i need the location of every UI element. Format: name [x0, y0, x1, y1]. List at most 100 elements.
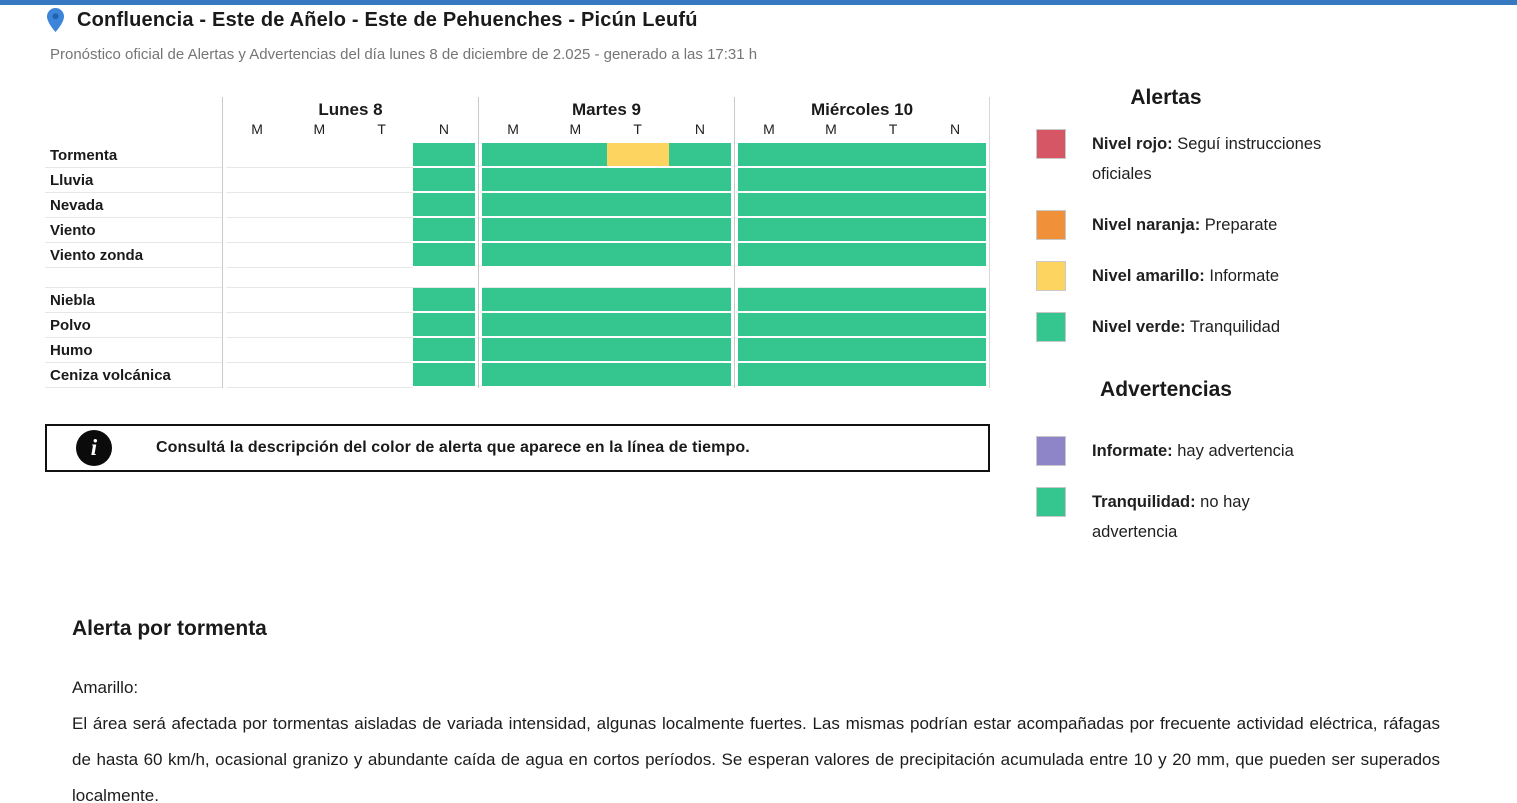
timeline-cell-green[interactable] [738, 168, 800, 191]
timeline-cell-green[interactable] [606, 363, 669, 386]
timeline-cell-green[interactable] [668, 338, 731, 361]
timeline-cell-green[interactable] [924, 168, 986, 191]
timeline-cell-green[interactable] [800, 288, 862, 311]
legend-color-swatch [1036, 436, 1066, 466]
timeline-cell-green[interactable] [544, 193, 607, 216]
timeline-cell-green[interactable] [606, 313, 669, 336]
timeline-cell-green[interactable] [606, 218, 669, 241]
timeline-cell-green[interactable] [738, 288, 800, 311]
timeline-cell-green[interactable] [412, 288, 475, 311]
timeline-cell-green[interactable] [606, 168, 669, 191]
timeline-cell-green[interactable] [738, 338, 800, 361]
timeline-cell-green[interactable] [482, 363, 545, 386]
timeline-row [738, 143, 986, 168]
timeline-cell-green[interactable] [412, 313, 475, 336]
timeline-cell-green[interactable] [482, 168, 545, 191]
timeline-cell-green[interactable] [924, 193, 986, 216]
timeline-cell-green[interactable] [924, 218, 986, 241]
timeline-cell-green[interactable] [800, 193, 862, 216]
timeline-cell-green[interactable] [862, 193, 924, 216]
timeline-cell-green[interactable] [482, 143, 545, 166]
timeline-cell-green[interactable] [606, 288, 669, 311]
timeline-cell-green[interactable] [668, 218, 731, 241]
page-title: Confluencia - Este de Añelo - Este de Pe… [77, 8, 698, 31]
period-label: N [694, 121, 705, 137]
period-label: M [507, 121, 519, 137]
timeline-cell-green[interactable] [924, 243, 986, 266]
timeline-row [482, 143, 731, 168]
timeline-cell-green[interactable] [412, 363, 475, 386]
timeline-cell-yellow[interactable] [606, 143, 669, 166]
timeline-cell-green[interactable] [544, 243, 607, 266]
timeline-cell-green[interactable] [738, 363, 800, 386]
timeline-cell-green[interactable] [482, 218, 545, 241]
timeline-cell-green[interactable] [738, 218, 800, 241]
timeline-cell-green[interactable] [924, 338, 986, 361]
timeline-cell-green[interactable] [606, 243, 669, 266]
timeline-cell-green[interactable] [606, 193, 669, 216]
timeline-cell-green[interactable] [668, 143, 731, 166]
timeline-cell-green[interactable] [668, 363, 731, 386]
row-label: Tormenta [45, 143, 222, 168]
timeline-cell-green[interactable] [544, 313, 607, 336]
timeline-cell-green[interactable] [544, 143, 607, 166]
timeline-cell-green[interactable] [924, 313, 986, 336]
timeline-cell-green[interactable] [862, 338, 924, 361]
timeline-cell-green[interactable] [800, 143, 862, 166]
alert-description: El área será afectada por tormentas aisl… [72, 714, 1440, 803]
timeline-cell-green[interactable] [800, 243, 862, 266]
timeline-cell-green[interactable] [412, 193, 475, 216]
timeline-day-header: Martes 9 M M T N [482, 97, 731, 143]
timeline-cell-green[interactable] [800, 313, 862, 336]
timeline-cell-green[interactable] [544, 168, 607, 191]
timeline-cell-green[interactable] [482, 338, 545, 361]
timeline-cell-green[interactable] [800, 168, 862, 191]
timeline-cell-green[interactable] [862, 288, 924, 311]
timeline-row [482, 363, 731, 388]
timeline-cell-empty [288, 218, 351, 243]
timeline-cell-green[interactable] [668, 193, 731, 216]
timeline-cell-green[interactable] [800, 338, 862, 361]
timeline-cell-green[interactable] [482, 243, 545, 266]
timeline-cell-green[interactable] [544, 288, 607, 311]
timeline-cell-green[interactable] [738, 243, 800, 266]
timeline-cell-green[interactable] [606, 338, 669, 361]
timeline-cell-green[interactable] [482, 288, 545, 311]
timeline-cell-green[interactable] [862, 313, 924, 336]
timeline-cell-green[interactable] [412, 143, 475, 166]
timeline-cell-green[interactable] [862, 243, 924, 266]
timeline-cell-green[interactable] [544, 338, 607, 361]
timeline-cell-green[interactable] [482, 313, 545, 336]
timeline-row [482, 193, 731, 218]
timeline-cell-empty [226, 168, 289, 193]
timeline-cell-green[interactable] [668, 288, 731, 311]
timeline-cell-green[interactable] [412, 168, 475, 191]
period-label: M [569, 121, 582, 137]
timeline-cell-green[interactable] [862, 218, 924, 241]
timeline-cell-green[interactable] [544, 363, 607, 386]
timeline-cell-green[interactable] [862, 143, 924, 166]
timeline-cell-green[interactable] [800, 363, 862, 386]
timeline-group-gap [45, 268, 222, 288]
timeline-cell-green[interactable] [668, 168, 731, 191]
timeline-cell-green[interactable] [924, 143, 986, 166]
timeline-cell-green[interactable] [668, 313, 731, 336]
timeline-cell-green[interactable] [412, 338, 475, 361]
period-label: T [377, 121, 386, 137]
timeline-row [482, 243, 731, 268]
timeline-day-header: Lunes 8 M M T N [226, 97, 475, 143]
timeline-cell-green[interactable] [800, 218, 862, 241]
timeline-cell-green[interactable] [412, 243, 475, 266]
timeline-cell-green[interactable] [482, 193, 545, 216]
timeline-cell-green[interactable] [924, 288, 986, 311]
timeline-cell-green[interactable] [412, 218, 475, 241]
timeline-cell-green[interactable] [738, 193, 800, 216]
timeline-cell-green[interactable] [544, 218, 607, 241]
timeline-cell-green[interactable] [862, 168, 924, 191]
timeline-cell-green[interactable] [738, 313, 800, 336]
timeline-cell-green[interactable] [924, 363, 986, 386]
timeline-cell-green[interactable] [738, 143, 800, 166]
timeline-cell-green[interactable] [668, 243, 731, 266]
timeline-cell-green[interactable] [862, 363, 924, 386]
